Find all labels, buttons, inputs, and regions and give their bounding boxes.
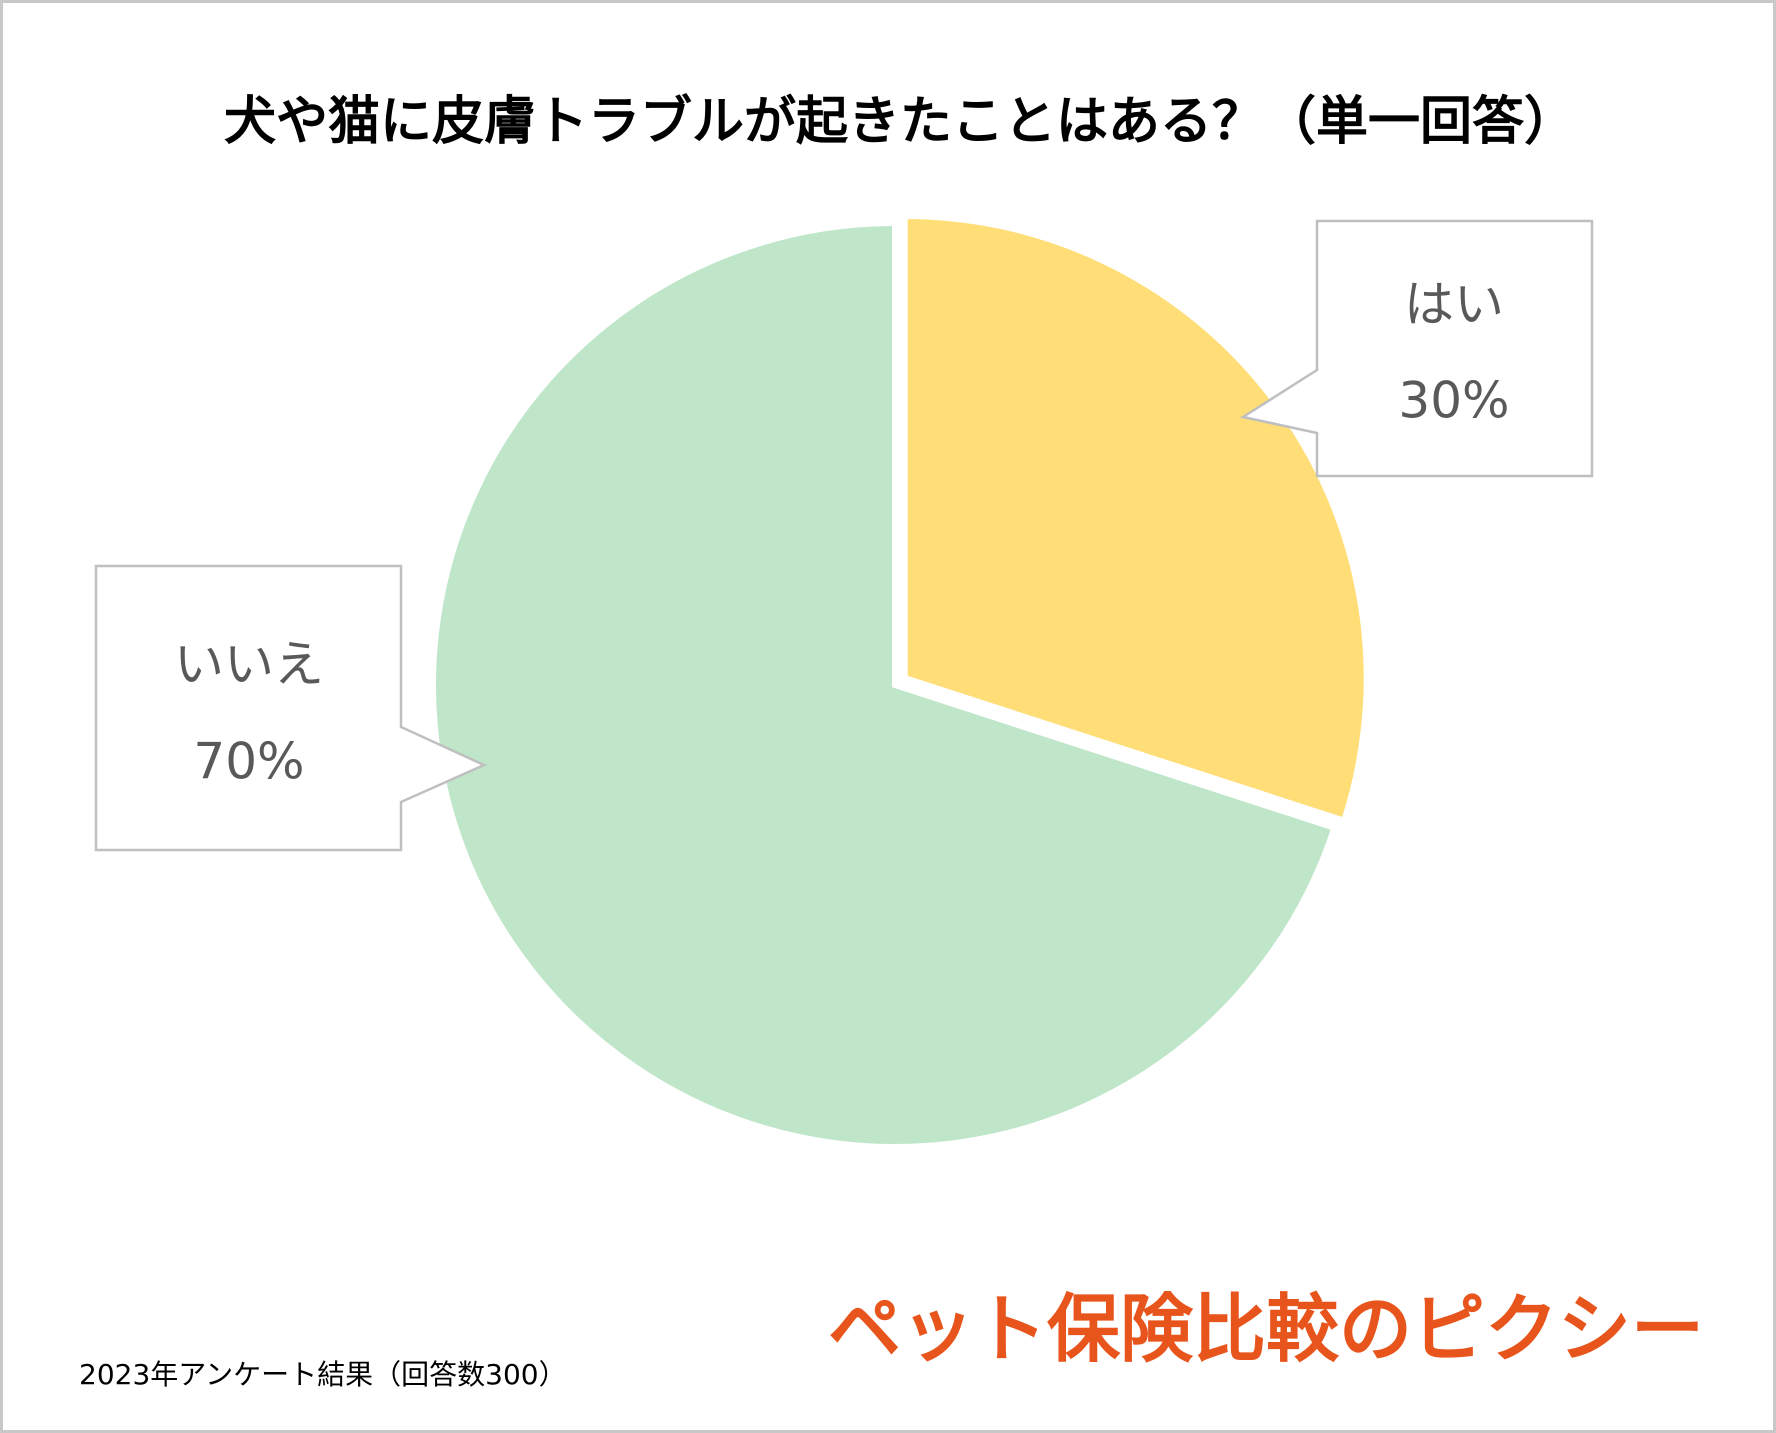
data-label-category: いいえ	[174, 636, 324, 694]
pie-slice	[430, 219, 1339, 1150]
data-label-category: はい	[1404, 276, 1504, 334]
data-label-value: 70%	[193, 733, 304, 791]
logo: ペット保険比較のピクシー	[828, 1287, 1704, 1373]
callout-box	[94, 564, 488, 852]
data-label-value: 30%	[1398, 372, 1509, 430]
callout-box	[1239, 219, 1594, 478]
footnote: 2023年アンケート結果（回答数300）	[79, 1358, 567, 1391]
chart-title: 犬や猫に皮膚トラブルが起きたことはある？（単一回答）	[224, 92, 1576, 152]
